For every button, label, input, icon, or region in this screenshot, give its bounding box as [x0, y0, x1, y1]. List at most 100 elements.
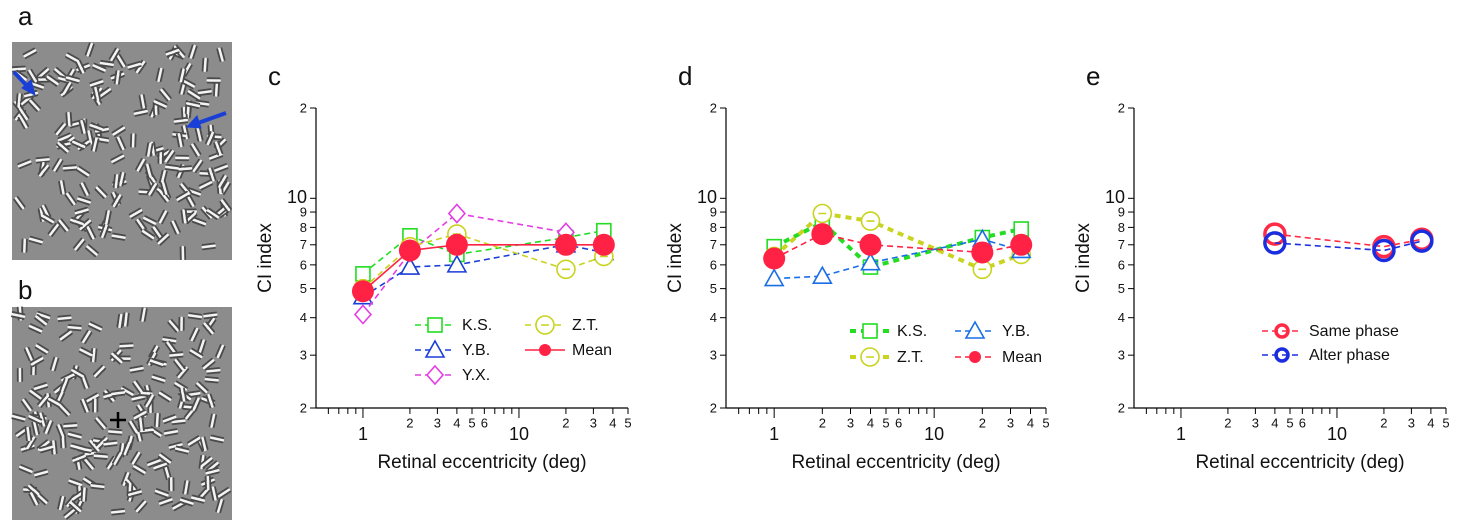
gabor-dark	[193, 216, 207, 223]
gabor-dark	[29, 235, 44, 241]
gabor-dark	[157, 191, 167, 203]
gabor-dark	[37, 208, 42, 222]
gabor-dark	[189, 144, 198, 158]
gabor-light	[207, 394, 214, 408]
gabor-light	[179, 498, 194, 505]
gabor-dark	[51, 158, 60, 171]
gabor-dark	[198, 454, 203, 469]
gabor-light	[202, 359, 215, 370]
gabor-dark	[60, 218, 70, 230]
gabor-dark	[47, 222, 57, 235]
gabor-dark	[59, 140, 70, 151]
gabor-dark	[78, 350, 92, 358]
gabor-light	[159, 453, 172, 464]
gabor-dark	[79, 183, 87, 197]
gabor-light	[165, 49, 180, 56]
gabor-light	[70, 444, 85, 451]
gabor-light	[82, 330, 91, 344]
legend-label: Mean	[572, 342, 612, 359]
gabor-dark	[189, 327, 196, 340]
gabor-dark	[170, 318, 181, 330]
gabor-light	[161, 180, 168, 195]
gabor-dark	[128, 65, 142, 71]
legend-marker	[425, 364, 445, 386]
gabor-dark	[214, 486, 219, 500]
gabor-light	[112, 194, 122, 208]
gabor-dark	[71, 442, 85, 448]
gabor-dark	[10, 315, 25, 320]
gabor-dark	[155, 488, 170, 495]
gabor-light	[201, 436, 207, 451]
gabor-dark	[108, 428, 123, 432]
gabor-dark	[18, 162, 32, 170]
x-tick-label: 4	[867, 415, 874, 430]
gabor-dark	[34, 386, 49, 392]
gabor-light	[70, 218, 84, 226]
gabor-dark	[60, 371, 74, 380]
gabor-dark	[33, 468, 48, 474]
x-tick-label: 4	[1427, 415, 1434, 430]
gabor-dark	[199, 127, 204, 141]
gabor-dark	[36, 342, 49, 352]
gabor-light	[92, 137, 98, 152]
gabor-dark	[138, 95, 143, 109]
gabor-dark	[215, 167, 229, 174]
gabor-light	[115, 70, 120, 85]
gabor-dark	[82, 119, 88, 133]
x-tick-label: 4	[1271, 415, 1278, 430]
gabor-light	[11, 313, 26, 318]
gabor-light	[35, 315, 48, 326]
gabor-dark	[13, 198, 23, 211]
gabor-dark	[40, 166, 51, 178]
gabor-dark	[92, 87, 97, 102]
gabor-dark	[117, 174, 121, 189]
gabor-light	[79, 219, 91, 230]
gabor-dark	[94, 348, 98, 363]
panel-label: d	[678, 61, 692, 91]
panel-label: b	[18, 275, 32, 305]
gabor-dark	[29, 483, 41, 494]
gabor-light	[25, 347, 33, 361]
gabor-dark	[68, 191, 77, 204]
gabor-light	[30, 82, 44, 89]
gabor-light	[147, 459, 161, 466]
gabor-light	[153, 100, 167, 108]
gabor-dark	[119, 342, 134, 345]
gabor-light	[159, 210, 168, 224]
gabor-dark	[149, 361, 163, 368]
gabor-light	[123, 441, 131, 456]
gabor-light	[91, 348, 96, 363]
gabor-dark	[47, 421, 54, 435]
gabor-dark	[203, 436, 209, 450]
gabor-dark	[163, 149, 172, 161]
gabor-light	[111, 154, 125, 163]
gabor-light	[205, 469, 220, 475]
marker	[355, 266, 371, 282]
gabor-light	[94, 86, 100, 101]
gabor-dark	[187, 435, 200, 444]
y-tick-label: 4	[1118, 310, 1125, 325]
x-tick-label: 4	[609, 415, 616, 430]
gabor-light	[105, 210, 110, 225]
gabor-dark	[91, 66, 105, 74]
marker	[860, 252, 881, 271]
gabor-light	[192, 159, 202, 173]
gabor-dark	[112, 49, 121, 62]
gabor-dark	[205, 321, 216, 333]
gabor-dark	[68, 431, 82, 436]
gabor-dark	[92, 364, 103, 376]
x-tick-label: 3	[590, 415, 597, 430]
gabor-light	[67, 326, 82, 330]
gabor-dark	[159, 500, 174, 507]
gabor-light	[182, 79, 195, 88]
gabor-dark	[20, 464, 34, 471]
gabor-dark	[55, 425, 63, 439]
gabor-light	[30, 492, 38, 506]
gabor-dark	[24, 51, 38, 59]
gabor-dark	[28, 327, 41, 335]
gabor-dark	[168, 441, 182, 447]
gabor-dark	[216, 487, 229, 496]
gabor-dark	[85, 227, 93, 241]
gabor-dark	[79, 399, 87, 413]
gabor-dark	[29, 413, 43, 421]
